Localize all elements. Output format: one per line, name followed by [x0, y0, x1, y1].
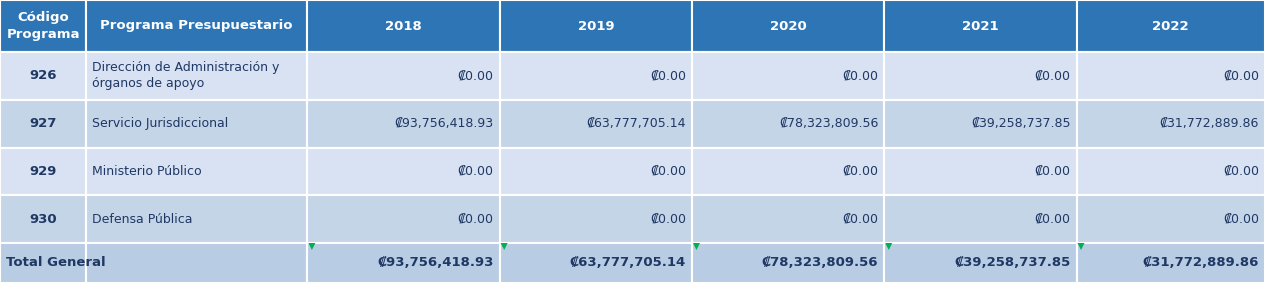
Bar	[1077, 100, 1265, 147]
Text: ₡0.00: ₡0.00	[1223, 165, 1259, 178]
Text: Servicio Jurisdiccional: Servicio Jurisdiccional	[92, 117, 228, 130]
Text: ₡0.00: ₡0.00	[1035, 165, 1070, 178]
Text: 926: 926	[29, 69, 57, 82]
Bar	[0, 195, 86, 243]
Bar	[86, 0, 307, 52]
Bar	[692, 0, 884, 52]
Bar	[1077, 52, 1265, 100]
Text: ₡93,756,418.93: ₡93,756,418.93	[377, 256, 493, 269]
Text: ₡0.00: ₡0.00	[1035, 213, 1070, 226]
Bar	[86, 52, 307, 100]
Text: ₡31,772,889.86: ₡31,772,889.86	[1142, 256, 1259, 269]
Bar	[884, 52, 1077, 100]
Bar	[692, 195, 884, 243]
Bar	[692, 100, 884, 147]
Bar	[307, 52, 500, 100]
Bar	[1077, 0, 1265, 52]
Bar	[86, 243, 307, 283]
Text: ₡0.00: ₡0.00	[842, 213, 878, 226]
Bar	[307, 147, 500, 195]
Text: ₡0.00: ₡0.00	[650, 69, 686, 82]
Bar	[1077, 243, 1265, 283]
Text: ₡0.00: ₡0.00	[1223, 213, 1259, 226]
Text: Ministerio Público: Ministerio Público	[92, 165, 201, 178]
Text: ₡0.00: ₡0.00	[650, 165, 686, 178]
Text: Programa Presupuestario: Programa Presupuestario	[100, 20, 293, 33]
Bar	[86, 195, 307, 243]
Text: ₡63,777,705.14: ₡63,777,705.14	[569, 256, 686, 269]
Text: ₡0.00: ₡0.00	[458, 165, 493, 178]
Text: 2018: 2018	[385, 20, 423, 33]
Text: 927: 927	[29, 117, 57, 130]
Bar	[86, 147, 307, 195]
Bar	[500, 52, 692, 100]
Polygon shape	[693, 243, 700, 250]
Bar	[0, 52, 86, 100]
Polygon shape	[501, 243, 507, 250]
Text: Código
Programa: Código Programa	[6, 11, 80, 41]
Polygon shape	[1078, 243, 1084, 250]
Bar	[0, 0, 86, 52]
Text: 930: 930	[29, 213, 57, 226]
Polygon shape	[886, 243, 892, 250]
Bar	[692, 147, 884, 195]
Text: ₡78,323,809.56: ₡78,323,809.56	[779, 117, 878, 130]
Bar	[692, 243, 884, 283]
Bar	[307, 243, 500, 283]
Bar	[884, 147, 1077, 195]
Text: 929: 929	[29, 165, 57, 178]
Text: ₡0.00: ₡0.00	[1223, 69, 1259, 82]
Text: ₡0.00: ₡0.00	[458, 213, 493, 226]
Text: ₡93,756,418.93: ₡93,756,418.93	[395, 117, 493, 130]
Bar	[86, 100, 307, 147]
Text: 2022: 2022	[1152, 20, 1189, 33]
Bar	[500, 100, 692, 147]
Bar	[884, 0, 1077, 52]
Bar	[307, 100, 500, 147]
Text: ₡0.00: ₡0.00	[1035, 69, 1070, 82]
Text: ₡78,323,809.56: ₡78,323,809.56	[762, 256, 878, 269]
Bar	[307, 0, 500, 52]
Bar	[884, 195, 1077, 243]
Bar	[884, 100, 1077, 147]
Bar	[1077, 147, 1265, 195]
Text: ₡0.00: ₡0.00	[458, 69, 493, 82]
Text: 2021: 2021	[963, 20, 998, 33]
Text: ₡31,772,889.86: ₡31,772,889.86	[1160, 117, 1259, 130]
Text: ₡0.00: ₡0.00	[842, 165, 878, 178]
Text: ₡0.00: ₡0.00	[650, 213, 686, 226]
Bar	[500, 243, 692, 283]
Text: Defensa Pública: Defensa Pública	[92, 213, 192, 226]
Text: Total General: Total General	[6, 256, 105, 269]
Text: ₡39,258,737.85: ₡39,258,737.85	[972, 117, 1070, 130]
Text: ₡63,777,705.14: ₡63,777,705.14	[587, 117, 686, 130]
Text: ₡0.00: ₡0.00	[842, 69, 878, 82]
Bar	[500, 147, 692, 195]
Bar	[500, 195, 692, 243]
Bar	[1077, 195, 1265, 243]
Bar	[500, 0, 692, 52]
Bar	[0, 147, 86, 195]
Text: ₡39,258,737.85: ₡39,258,737.85	[954, 256, 1070, 269]
Bar	[692, 52, 884, 100]
Bar	[0, 100, 86, 147]
Bar	[0, 243, 86, 283]
Polygon shape	[309, 243, 315, 250]
Text: Dirección de Administración y
órganos de apoyo: Dirección de Administración y órganos de…	[92, 61, 280, 90]
Bar	[884, 243, 1077, 283]
Bar	[307, 195, 500, 243]
Text: 2019: 2019	[578, 20, 614, 33]
Text: 2020: 2020	[769, 20, 807, 33]
